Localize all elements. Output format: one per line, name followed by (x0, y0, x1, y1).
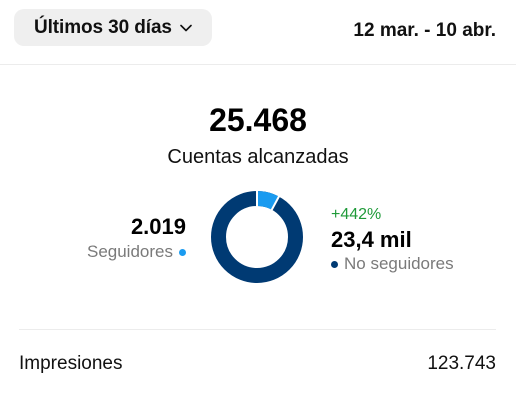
non-followers-change: +442% (331, 206, 382, 223)
non-followers-label: No seguidores (344, 254, 454, 273)
impressions-label: Impresiones (19, 353, 123, 374)
non-followers-legend: No seguidores (331, 254, 454, 274)
impressions-value: 123.743 (427, 353, 496, 374)
date-range-dropdown[interactable]: Últimos 30 días (14, 9, 212, 46)
date-range-text: 12 mar. - 10 abr. (353, 20, 496, 41)
followers-donut-chart (211, 191, 303, 283)
followers-dot-icon (179, 248, 186, 256)
followers-value: 2.019 (130, 214, 186, 239)
chevron-down-icon (180, 24, 192, 31)
accounts-reached-value: 25.468 (209, 102, 307, 138)
non-followers-stat: +442% 23,4 mil No seguidores (331, 205, 454, 274)
header-bar: Últimos 30 días 12 mar. - 10 abr. (0, 0, 516, 65)
followers-label: Seguidores (86, 242, 173, 261)
accounts-reached-label: Cuentas alcanzadas (167, 146, 349, 168)
donut-gap (270, 195, 281, 211)
followers-stat: 2.019 Seguidores (87, 214, 186, 262)
donut-segment-non-followers (211, 191, 303, 283)
date-range-dropdown-label: Últimos 30 días (34, 16, 172, 38)
followers-legend: Seguidores (87, 242, 186, 262)
non-followers-value: 23,4 mil (331, 227, 412, 252)
non-followers-dot-icon (331, 260, 338, 268)
divider (19, 329, 496, 330)
